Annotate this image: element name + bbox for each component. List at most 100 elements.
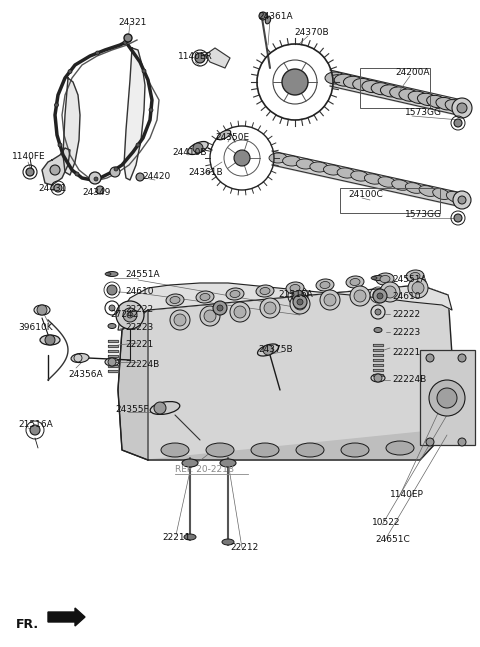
Ellipse shape [380, 276, 390, 283]
Polygon shape [373, 364, 383, 366]
Text: 39610K: 39610K [18, 323, 53, 332]
Circle shape [94, 177, 98, 181]
Circle shape [452, 98, 472, 118]
Ellipse shape [445, 100, 465, 112]
Circle shape [324, 294, 336, 306]
Polygon shape [63, 78, 80, 175]
Text: 24321: 24321 [118, 18, 146, 27]
Text: 21516A: 21516A [278, 290, 313, 299]
Circle shape [454, 214, 462, 222]
Ellipse shape [105, 358, 119, 366]
Ellipse shape [376, 273, 394, 285]
Circle shape [454, 119, 462, 127]
Ellipse shape [446, 192, 464, 203]
Ellipse shape [260, 287, 270, 294]
Text: 24610: 24610 [392, 292, 420, 301]
Polygon shape [373, 349, 383, 351]
Ellipse shape [296, 443, 324, 457]
Text: 22223: 22223 [392, 328, 420, 337]
Ellipse shape [418, 93, 437, 105]
Ellipse shape [410, 272, 420, 280]
Text: 24356A: 24356A [68, 370, 103, 379]
Text: 24200A: 24200A [395, 68, 430, 77]
Ellipse shape [381, 85, 400, 97]
Ellipse shape [344, 76, 363, 88]
Ellipse shape [351, 171, 369, 181]
Circle shape [26, 168, 34, 176]
Polygon shape [373, 374, 383, 376]
Circle shape [123, 308, 137, 322]
Bar [360, 68, 430, 108]
Text: 1573GG: 1573GG [405, 210, 442, 219]
Ellipse shape [230, 291, 240, 298]
Circle shape [75, 172, 79, 176]
Circle shape [412, 282, 424, 294]
Ellipse shape [217, 130, 231, 140]
Ellipse shape [170, 296, 180, 303]
Ellipse shape [222, 539, 234, 545]
Ellipse shape [184, 534, 196, 540]
Ellipse shape [105, 272, 111, 276]
Circle shape [127, 312, 133, 318]
Ellipse shape [346, 276, 364, 288]
Polygon shape [148, 355, 452, 460]
Circle shape [264, 302, 276, 314]
Ellipse shape [371, 276, 377, 280]
Text: 24551A: 24551A [392, 275, 427, 284]
Circle shape [30, 425, 40, 435]
Ellipse shape [283, 156, 300, 166]
Text: 22211: 22211 [162, 533, 191, 542]
Ellipse shape [220, 459, 236, 467]
Circle shape [110, 167, 120, 177]
Circle shape [292, 290, 304, 302]
Polygon shape [108, 365, 118, 367]
Bar [340, 188, 440, 213]
Ellipse shape [286, 282, 304, 294]
Text: 24349: 24349 [82, 188, 110, 197]
Circle shape [149, 108, 153, 112]
Circle shape [320, 290, 340, 310]
Circle shape [204, 310, 216, 322]
Ellipse shape [374, 327, 382, 333]
Ellipse shape [150, 402, 180, 415]
Circle shape [37, 305, 47, 315]
Polygon shape [118, 310, 148, 460]
Ellipse shape [316, 279, 334, 291]
Ellipse shape [196, 291, 214, 303]
Text: 27242: 27242 [110, 310, 138, 319]
Polygon shape [118, 285, 452, 460]
Ellipse shape [251, 443, 279, 457]
Circle shape [154, 402, 166, 414]
Ellipse shape [406, 270, 424, 282]
Circle shape [458, 438, 466, 446]
Circle shape [193, 143, 203, 153]
Ellipse shape [337, 168, 355, 178]
Text: 24361A: 24361A [258, 12, 293, 21]
Ellipse shape [353, 78, 372, 91]
Polygon shape [108, 340, 118, 342]
Circle shape [170, 310, 190, 330]
Polygon shape [118, 283, 452, 330]
Circle shape [377, 293, 383, 299]
Circle shape [384, 286, 396, 298]
Circle shape [68, 69, 72, 74]
Ellipse shape [371, 83, 391, 94]
Text: 22223: 22223 [125, 323, 153, 332]
Ellipse shape [386, 441, 414, 455]
Circle shape [373, 290, 383, 300]
Circle shape [217, 305, 223, 311]
Ellipse shape [320, 281, 330, 289]
Circle shape [458, 196, 466, 204]
Ellipse shape [436, 98, 456, 110]
Text: 24610: 24610 [125, 287, 154, 296]
Ellipse shape [188, 142, 208, 155]
Ellipse shape [419, 186, 436, 197]
Circle shape [373, 289, 387, 303]
Polygon shape [373, 359, 383, 361]
Ellipse shape [325, 72, 345, 84]
Polygon shape [373, 369, 383, 371]
Circle shape [234, 306, 246, 318]
Circle shape [136, 173, 144, 181]
Circle shape [89, 172, 101, 184]
Circle shape [96, 51, 99, 55]
